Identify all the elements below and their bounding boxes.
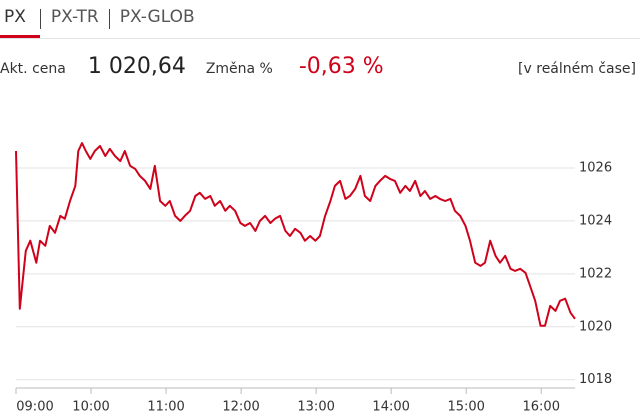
y-tick-label: 1026 [579,160,612,175]
x-tick-label: 16:00 [523,400,560,415]
change-label: Změna % [205,61,273,77]
y-tick-label: 1024 [579,213,612,228]
tab-separator [39,9,41,29]
x-tick-label: 14:00 [372,400,409,415]
x-tick-label: 09:00 [16,400,53,415]
tab[interactable]: PX [0,0,40,38]
x-tick-label: 11:00 [147,400,184,415]
tab-separator [108,9,110,29]
x-tick-label: 12:00 [222,400,259,415]
x-tick-label: 15:00 [447,400,484,415]
price-label: Akt. cena [0,61,66,77]
y-tick-label: 1020 [579,319,612,334]
price: 1 020,64 [87,54,186,79]
tab[interactable]: PX-GLOB [119,7,195,27]
y-tick-label: 1018 [579,372,612,387]
y-tick-label: 1022 [579,266,612,281]
tab[interactable]: PX-TR [50,7,99,27]
x-tick-label: 10:00 [72,400,109,415]
status: [v reálném čase] [518,61,636,77]
x-tick-label: 13:00 [297,400,334,415]
tab-bar: PX PX-TR PX-GLOB [0,0,640,39]
quote-row: Akt. cena 1 020,64 Změna % -0,63 % [v re… [0,54,636,86]
change: -0,63 % [298,54,384,79]
price-line [15,142,576,327]
